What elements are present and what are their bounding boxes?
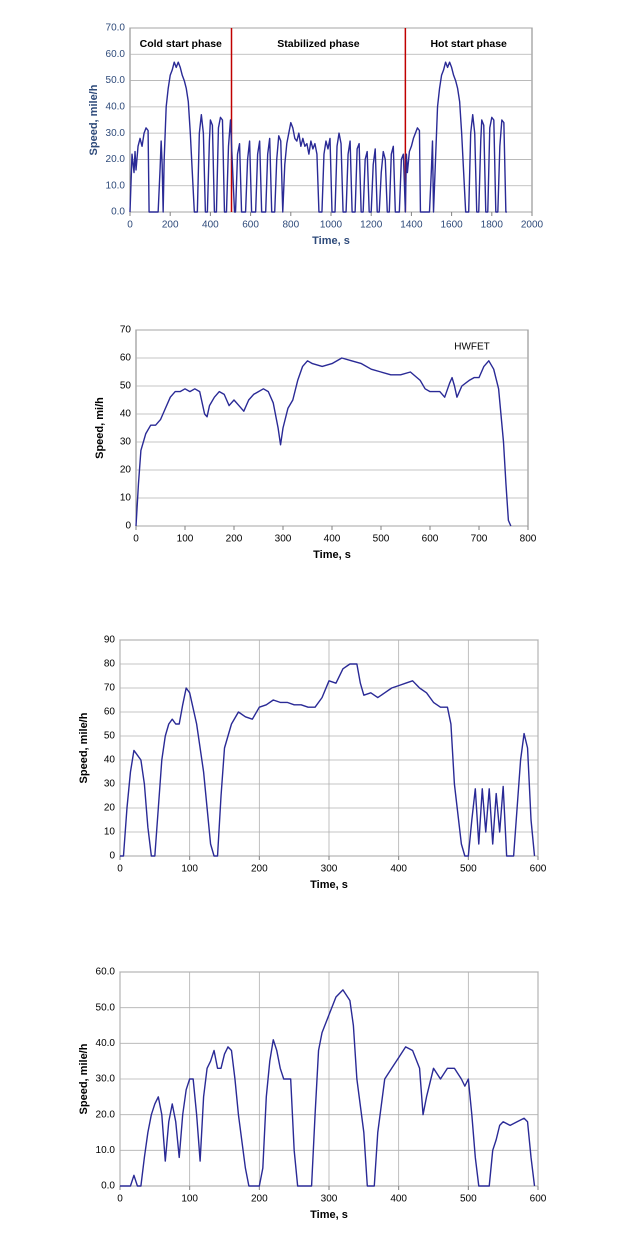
y-tick-label: 90 [104,635,116,646]
x-tick-label: 300 [321,864,338,875]
y-tick-label: 0.0 [111,207,125,218]
y-tick-label: 20.0 [106,154,126,165]
phase-label: Hot start phase [430,38,507,50]
x-tick-label: 400 [202,220,219,231]
y-tick-label: 30 [120,437,132,448]
x-tick-label: 1400 [400,220,423,231]
y-tick-label: 30 [104,779,116,790]
x-tick-label: 400 [324,534,341,545]
y-tick-label: 70 [104,683,116,694]
speed-line [120,663,536,857]
y-tick-label: 70.0 [106,23,126,34]
speed-line [135,357,512,527]
x-tick-label: 0 [127,220,133,231]
x-tick-label: 400 [390,1194,407,1205]
y-tick-label: 0 [125,521,131,532]
x-tick-label: 1800 [481,220,504,231]
y-tick-label: 50 [104,731,116,742]
x-tick-label: 800 [520,534,537,545]
x-tick-label: 400 [390,864,407,875]
y-tick-label: 60.0 [106,49,126,60]
y-tick-label: 10.0 [106,180,126,191]
y-tick-label: 0.0 [101,1181,115,1192]
phase-label: Stabilized phase [277,38,359,50]
speed-line [129,61,507,213]
plot-area [135,329,529,527]
y-tick-label: 10.0 [96,1145,116,1156]
y-tick-label: 60 [104,707,116,718]
x-tick-label: 200 [162,220,179,231]
y-tick-label: 60 [120,353,132,364]
x-axis-label: Time, s [313,549,351,561]
annotation: HWFET [454,342,490,353]
y-axis-label: Speed, mile/h [78,1043,90,1114]
x-tick-label: 200 [251,864,268,875]
y-tick-label: 20 [104,803,116,814]
y-tick-label: 80 [104,659,116,670]
x-tick-label: 2000 [521,220,544,231]
chart: 0 10 20 30 40 50 60 70 80 90 0 100 200 300 400 500 600 Ti… [78,635,547,891]
x-tick-label: 600 [530,864,547,875]
y-tick-label: 0 [109,851,115,862]
y-tick-label: 20 [120,465,132,476]
phase-label: Cold start phase [140,38,222,50]
x-tick-label: 0 [133,534,139,545]
x-tick-label: 600 [530,1194,547,1205]
x-tick-label: 0 [117,864,123,875]
x-axis-label: Time, s [312,235,350,247]
y-tick-label: 10 [104,827,116,838]
y-tick-label: 60.0 [96,967,116,978]
y-tick-label: 50 [120,381,132,392]
y-tick-label: 20.0 [96,1109,116,1120]
x-tick-label: 300 [321,1194,338,1205]
x-tick-label: 700 [471,534,488,545]
x-tick-label: 1200 [360,220,383,231]
x-tick-label: 600 [242,220,259,231]
y-tick-label: 40 [120,409,132,420]
x-axis-label: Time, s [310,1209,348,1221]
y-tick-label: 70 [120,325,132,336]
x-tick-label: 1000 [320,220,343,231]
x-tick-label: 200 [226,534,243,545]
y-tick-label: 30.0 [96,1074,116,1085]
y-axis-label: Speed, mile/h [78,712,90,783]
y-tick-label: 10 [120,493,132,504]
y-axis-label: Speed, mile/h [88,84,100,155]
x-tick-label: 100 [181,1194,198,1205]
chart: 0.0 10.0 20.0 30.0 40.0 50.0 60.0 0 100 200 300 400… [78,967,547,1221]
x-tick-label: 1600 [440,220,463,231]
speed-line [120,989,536,1187]
x-tick-label: 800 [282,220,299,231]
x-tick-label: 0 [117,1194,123,1205]
x-tick-label: 100 [181,864,198,875]
y-tick-label: 40.0 [106,101,126,112]
x-tick-label: 300 [275,534,292,545]
y-tick-label: 40 [104,755,116,766]
x-tick-label: 500 [460,864,477,875]
chart: 0.0 10.0 20.0 30.0 40.0 50.0 60.0 70.0 0 200 400 60… [88,23,544,247]
y-tick-label: 50.0 [96,1002,116,1013]
x-tick-label: 500 [373,534,390,545]
y-tick-label: 30.0 [106,128,126,139]
y-tick-label: 40.0 [96,1038,116,1049]
x-tick-label: 200 [251,1194,268,1205]
x-axis-label: Time, s [310,879,348,891]
x-tick-label: 100 [177,534,194,545]
x-tick-label: 600 [422,534,439,545]
x-tick-label: 500 [460,1194,477,1205]
y-tick-label: 50.0 [106,75,126,86]
y-axis-label: Speed, mi/h [94,397,106,459]
